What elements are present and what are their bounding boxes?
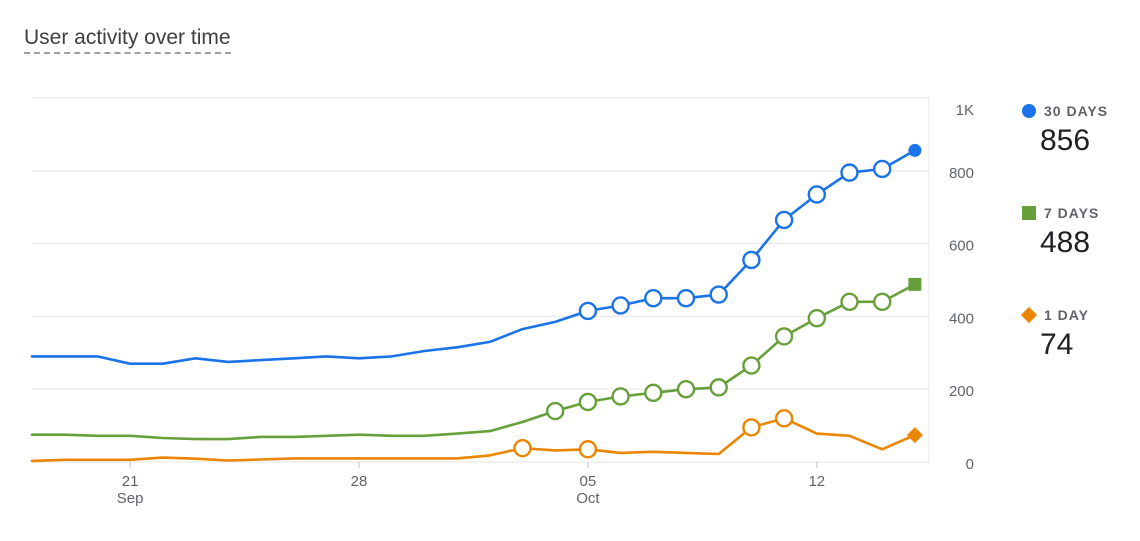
data-point-30-days — [676, 289, 696, 308]
data-point-1-day — [774, 409, 794, 428]
diamond-icon — [1020, 306, 1038, 324]
x-tick-label: 12 — [808, 473, 825, 490]
x-tick-label: 05 — [580, 473, 597, 490]
y-tick-label: 0 — [966, 456, 974, 473]
x-tick-sublabel: Sep — [117, 490, 144, 507]
legend-7-days[interactable]: 7 DAYS 488 — [1022, 203, 1099, 261]
y-tick-label: 1K — [956, 102, 974, 119]
legend-1-day[interactable]: 1 DAY 74 — [1020, 305, 1089, 363]
data-point-7-days — [873, 292, 892, 312]
end-point-1-day — [906, 427, 923, 444]
data-point-7-days — [807, 309, 826, 328]
end-point-7-days — [908, 277, 922, 291]
legend-30-days-label: 30 DAYS — [1044, 103, 1109, 119]
y-axis-ticks: 0 200 400 600 800 1K — [949, 102, 974, 473]
legend-30-days[interactable]: 30 DAYS 856 — [1022, 101, 1108, 159]
legend-1-day-value: 74 — [1040, 328, 1074, 361]
data-point-7-days — [578, 392, 598, 412]
data-point-7-days — [676, 380, 696, 399]
card-title: User activity over time — [24, 26, 231, 54]
data-point-7-days — [840, 292, 859, 312]
data-point-30-days — [774, 210, 794, 230]
gridlines — [32, 97, 930, 463]
data-point-30-days — [644, 289, 663, 308]
y-tick-label: 800 — [949, 165, 974, 182]
series-lines — [30, 143, 923, 463]
series-line-7-days — [30, 283, 917, 441]
legend-7-days-value: 488 — [1040, 226, 1091, 259]
data-point-7-days — [742, 356, 761, 375]
square-icon — [1022, 206, 1036, 220]
data-point-30-days — [709, 285, 728, 304]
data-point-7-days — [611, 387, 630, 406]
legend-7-days-label: 7 DAYS — [1044, 205, 1100, 221]
data-point-7-days — [644, 383, 663, 403]
data-point-7-days — [709, 378, 728, 397]
legend-30-days-value: 856 — [1040, 124, 1091, 157]
x-tick-label: 21 — [122, 473, 139, 490]
data-point-7-days — [546, 401, 565, 421]
x-tick-sublabel: Oct — [576, 490, 600, 507]
y-tick-label: 400 — [949, 310, 974, 327]
x-tick-label: 28 — [351, 473, 368, 490]
data-point-30-days — [611, 296, 630, 315]
data-point-30-days — [742, 250, 761, 270]
data-point-1-day — [578, 440, 598, 459]
data-point-30-days — [873, 159, 892, 179]
data-point-30-days — [807, 185, 826, 204]
series-line-1-day — [30, 416, 917, 463]
data-point-1-day — [742, 418, 761, 437]
circle-icon — [1022, 104, 1036, 118]
data-point-1-day — [513, 438, 532, 458]
series-line-30-days — [30, 149, 917, 366]
data-point-30-days — [578, 301, 598, 321]
legend-1-day-label: 1 DAY — [1044, 307, 1089, 323]
data-point-7-days — [774, 327, 794, 346]
y-tick-label: 600 — [949, 238, 974, 255]
end-point-30-days — [908, 143, 922, 157]
y-tick-label: 200 — [949, 383, 974, 400]
data-point-30-days — [840, 163, 859, 182]
